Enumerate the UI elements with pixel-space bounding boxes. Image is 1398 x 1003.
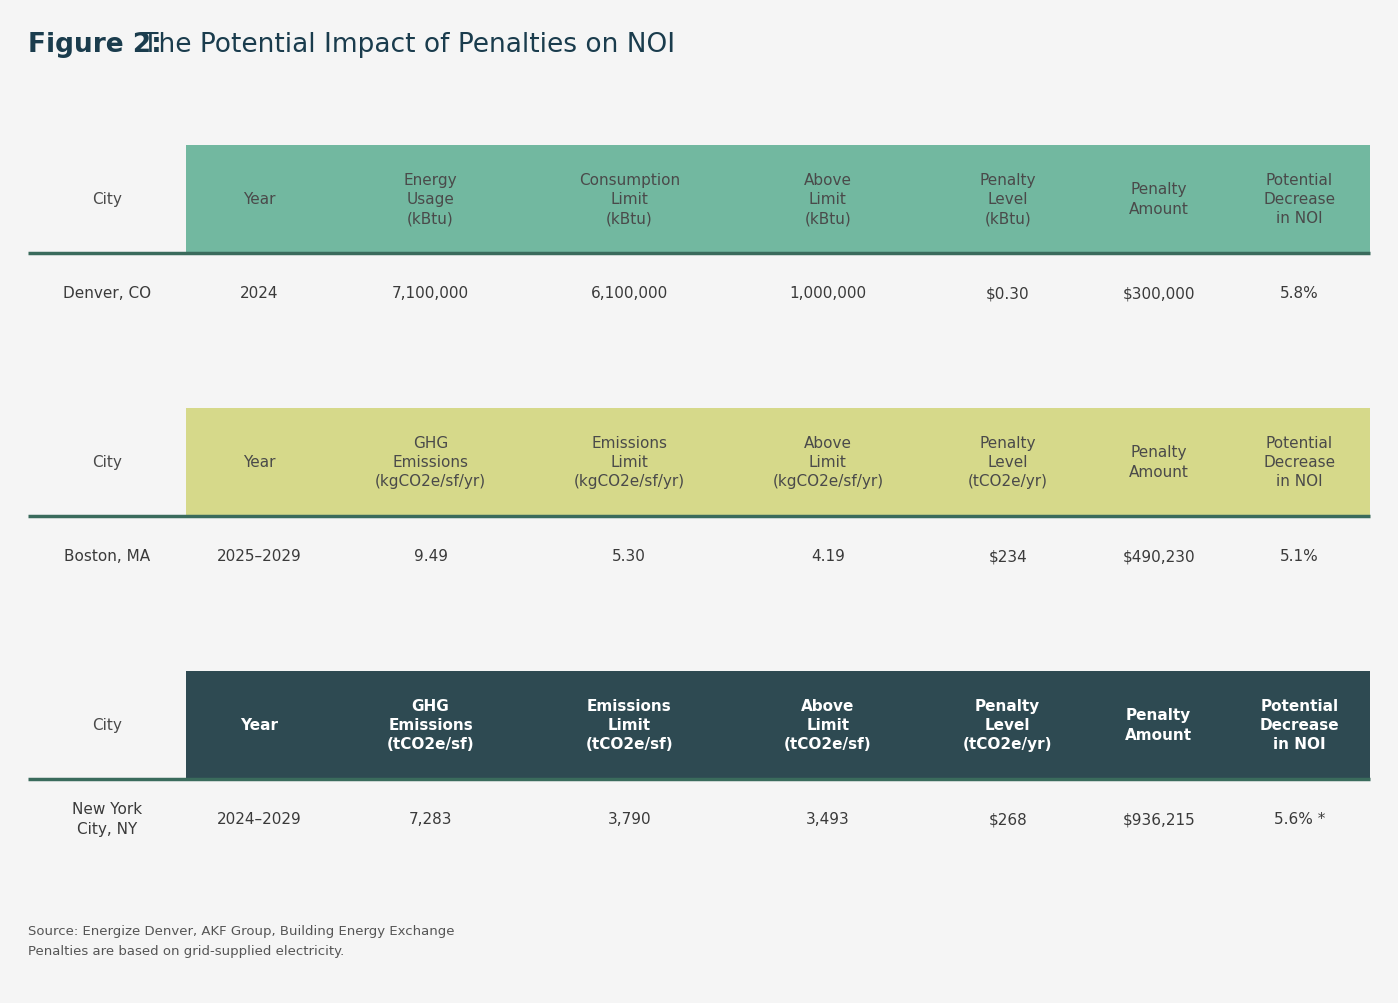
Text: Denver, CO: Denver, CO: [63, 286, 151, 301]
Text: $234: $234: [988, 549, 1028, 564]
Text: $936,215: $936,215: [1123, 811, 1195, 826]
Text: Potential
Decrease
in NOI: Potential Decrease in NOI: [1264, 173, 1335, 226]
Text: 2024–2029: 2024–2029: [217, 811, 301, 826]
Text: 5.8%: 5.8%: [1281, 286, 1318, 301]
Bar: [186, 145, 1370, 254]
Text: Penalties are based on grid-supplied electricity.: Penalties are based on grid-supplied ele…: [28, 945, 344, 958]
Text: Source: Energize Denver, AKF Group, Building Energy Exchange: Source: Energize Denver, AKF Group, Buil…: [28, 925, 454, 938]
Text: 3,790: 3,790: [607, 811, 651, 826]
Text: Above
Limit
(tCO2e/sf): Above Limit (tCO2e/sf): [784, 698, 871, 751]
Text: 9.49: 9.49: [414, 549, 447, 564]
Text: The Potential Impact of Penalties on NOI: The Potential Impact of Penalties on NOI: [134, 32, 675, 58]
Text: $300,000: $300,000: [1123, 286, 1195, 301]
Text: $0.30: $0.30: [986, 286, 1029, 301]
Text: City: City: [92, 454, 122, 469]
Text: Energy
Usage
(kBtu): Energy Usage (kBtu): [404, 173, 457, 226]
Text: $268: $268: [988, 811, 1028, 826]
Text: Potential
Decrease
in NOI: Potential Decrease in NOI: [1264, 435, 1335, 488]
Text: Penalty
Level
(tCO2e/yr): Penalty Level (tCO2e/yr): [967, 435, 1047, 488]
Text: Emissions
Limit
(kgCO2e/sf/yr): Emissions Limit (kgCO2e/sf/yr): [573, 435, 685, 488]
Text: Above
Limit
(kBtu): Above Limit (kBtu): [804, 173, 851, 226]
Text: Penalty
Level
(tCO2e/yr): Penalty Level (tCO2e/yr): [963, 698, 1053, 751]
Text: $490,230: $490,230: [1123, 549, 1195, 564]
Bar: [186, 671, 1370, 778]
Text: Year: Year: [243, 454, 275, 469]
Text: 1,000,000: 1,000,000: [790, 286, 867, 301]
Text: 4.19: 4.19: [811, 549, 844, 564]
Text: Emissions
Limit
(tCO2e/sf): Emissions Limit (tCO2e/sf): [586, 698, 672, 751]
Text: New York
City, NY: New York City, NY: [73, 801, 143, 835]
Text: 7,283: 7,283: [408, 811, 453, 826]
Text: Above
Limit
(kgCO2e/sf/yr): Above Limit (kgCO2e/sf/yr): [772, 435, 884, 488]
Text: 2024: 2024: [239, 286, 278, 301]
Text: GHG
Emissions
(kgCO2e/sf/yr): GHG Emissions (kgCO2e/sf/yr): [375, 435, 487, 488]
Text: Penalty
Amount: Penalty Amount: [1128, 445, 1188, 479]
Text: City: City: [92, 192, 122, 207]
Text: 5.30: 5.30: [612, 549, 646, 564]
Text: 6,100,000: 6,100,000: [590, 286, 668, 301]
Text: 2025–2029: 2025–2029: [217, 549, 301, 564]
Text: City: City: [92, 717, 122, 732]
Text: Penalty
Level
(kBtu): Penalty Level (kBtu): [980, 173, 1036, 226]
Text: Figure 2:: Figure 2:: [28, 32, 162, 58]
Text: Year: Year: [243, 192, 275, 207]
Text: Potential
Decrease
in NOI: Potential Decrease in NOI: [1260, 698, 1339, 751]
Text: Consumption
Limit
(kBtu): Consumption Limit (kBtu): [579, 173, 679, 226]
Text: Year: Year: [240, 717, 278, 732]
Text: Penalty
Amount: Penalty Amount: [1128, 183, 1188, 217]
Text: 7,100,000: 7,100,000: [391, 286, 470, 301]
Text: 5.6% *: 5.6% *: [1274, 811, 1325, 826]
Text: GHG
Emissions
(tCO2e/sf): GHG Emissions (tCO2e/sf): [387, 698, 474, 751]
Text: Boston, MA: Boston, MA: [64, 549, 150, 564]
Text: 5.1%: 5.1%: [1281, 549, 1318, 564]
Text: Penalty
Amount: Penalty Amount: [1125, 708, 1192, 742]
Bar: [186, 408, 1370, 517]
Text: 3,493: 3,493: [807, 811, 850, 826]
